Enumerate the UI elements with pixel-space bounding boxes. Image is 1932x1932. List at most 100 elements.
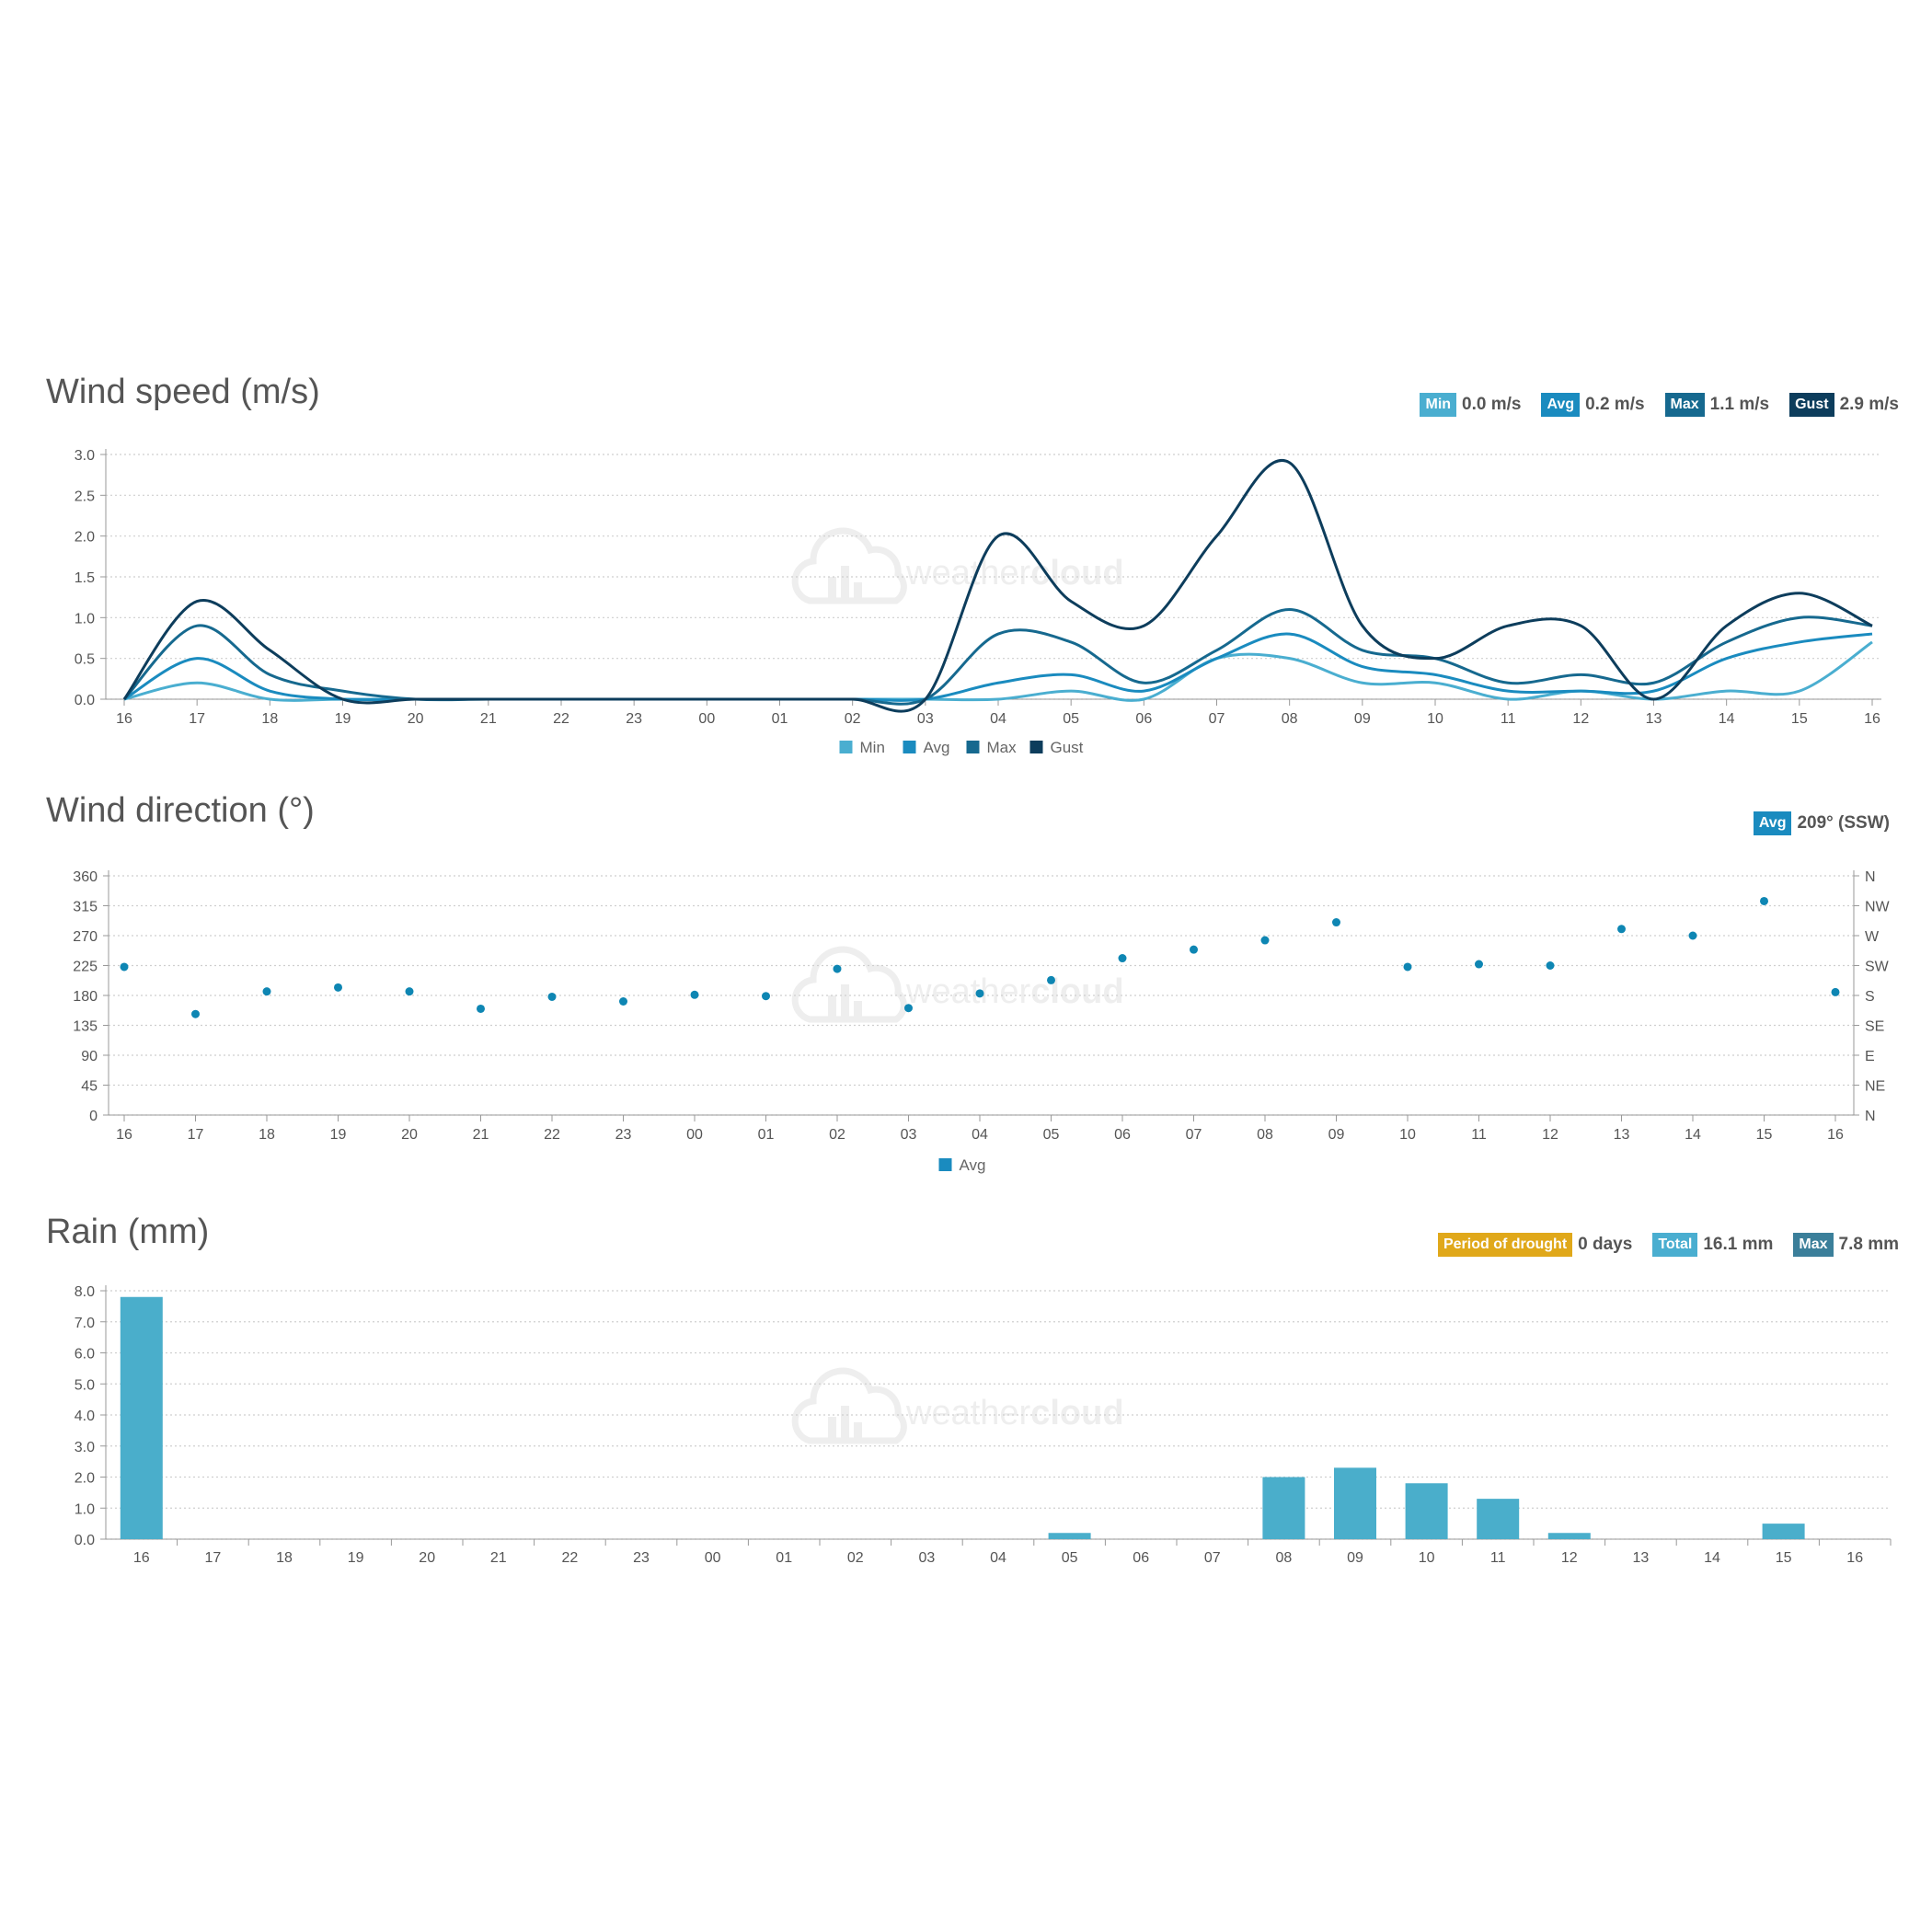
- speed-ytick-label: 1.0: [75, 611, 95, 627]
- rain-xtick-label: 03: [919, 1550, 936, 1566]
- rain-xtick-label: 23: [633, 1550, 650, 1566]
- direction-point: [1047, 975, 1055, 984]
- stat-avg: Avg 0.2 m/s: [1541, 393, 1645, 417]
- direction-point: [1546, 961, 1555, 970]
- dir-ytick-label: 135: [73, 1019, 98, 1035]
- stat-rain-max-value: 7.8 mm: [1838, 1235, 1899, 1254]
- wind-speed-stats: Min 0.0 m/s Avg 0.2 m/s Max 1.1 m/s Gust…: [1409, 393, 1899, 417]
- stat-drought-badge: Period of drought: [1437, 1233, 1573, 1257]
- series-line-gust: [122, 458, 1873, 713]
- speed-ytick-label: 0.0: [75, 693, 95, 708]
- rain-xtick-label: 05: [1062, 1550, 1078, 1566]
- direction-point: [1760, 896, 1768, 905]
- speed-ytick-label: 3.0: [75, 448, 95, 464]
- rain-xtick-label: 04: [990, 1550, 1006, 1566]
- direction-point: [334, 983, 342, 992]
- direction-point: [1403, 962, 1412, 972]
- watermark-bar: [828, 995, 836, 1019]
- speed-xtick-label: 20: [408, 711, 424, 727]
- rain-bar: [1048, 1533, 1091, 1539]
- watermark-bar: [828, 1417, 836, 1441]
- dir-xtick-label: 00: [686, 1127, 703, 1143]
- speed-xtick-label: 03: [917, 711, 934, 727]
- rain-bar: [120, 1296, 163, 1539]
- dir-xtick-label: 22: [544, 1127, 560, 1143]
- watermark-bar: [828, 577, 836, 601]
- stat-drought: Period of drought 0 days: [1437, 1233, 1632, 1257]
- dir-xtick-label: 16: [116, 1127, 132, 1143]
- stat-min: Min 0.0 m/s: [1420, 393, 1521, 417]
- watermark-bar: [841, 984, 849, 1019]
- wind-direction-stats: Avg 209° (SSW): [1742, 811, 1890, 835]
- stat-min-value: 0.0 m/s: [1462, 395, 1522, 414]
- cloud-icon: [791, 1367, 907, 1444]
- direction-point: [191, 1009, 200, 1018]
- dir-xtick-label: 07: [1186, 1127, 1202, 1143]
- wind-speed-title: Wind speed (m/s): [46, 373, 320, 411]
- dir-xtick-label: 18: [259, 1127, 275, 1143]
- series-line-avg: [123, 632, 1873, 702]
- speed-xtick-label: 12: [1572, 711, 1589, 727]
- direction-point: [477, 1004, 485, 1013]
- speed-xtick-label: 02: [845, 711, 861, 727]
- speed-xtick-label: 16: [1864, 711, 1880, 727]
- dir-xtick-label: 15: [1756, 1127, 1773, 1143]
- rain-xtick-label: 08: [1276, 1550, 1293, 1566]
- cloud-icon: [791, 527, 907, 604]
- stat-max: Max 1.1 m/s: [1664, 393, 1769, 417]
- dir-xtick-label: 11: [1471, 1127, 1487, 1143]
- speed-xtick-label: 01: [772, 711, 788, 727]
- rain-xtick-label: 16: [1846, 1550, 1863, 1566]
- dir-xtick-label: 21: [473, 1127, 489, 1143]
- stat-rain-max-badge: Max: [1793, 1233, 1834, 1257]
- rain-ytick-label: 0.0: [75, 1533, 95, 1548]
- watermark: weathercloud: [791, 1367, 1124, 1444]
- rain-xtick-label: 12: [1561, 1550, 1578, 1566]
- dir-xtick-label: 10: [1399, 1127, 1416, 1143]
- direction-point: [904, 1004, 913, 1013]
- stat-avg-badge: Avg: [1541, 393, 1581, 417]
- direction-point: [1260, 936, 1270, 945]
- speed-xtick-label: 09: [1354, 711, 1371, 727]
- speed-xtick-label: 06: [1135, 711, 1152, 727]
- wind-direction-title: Wind direction (°): [46, 791, 315, 830]
- speed-xtick-label: 04: [990, 711, 1006, 727]
- speed-legend-swatch: [1029, 741, 1043, 753]
- dir-ytick-right-label: NW: [1865, 900, 1891, 915]
- rain-panel: weathercloud 0.0 1.0 2.0 3.0 4.0 5.0 6.0 7.0 8.0 1…: [0, 1194, 1932, 1581]
- stat-gust-badge: Gust: [1789, 393, 1834, 417]
- speed-ytick-label: 2.5: [75, 489, 95, 504]
- rain-ytick-label: 6.0: [75, 1347, 95, 1363]
- speed-legend-swatch: [903, 741, 916, 753]
- stat-gust-value: 2.9 m/s: [1839, 395, 1899, 414]
- rain-bar: [1547, 1533, 1591, 1539]
- watermark-text: weathercloud: [905, 1394, 1124, 1432]
- rain-bar: [1762, 1524, 1805, 1539]
- dir-xtick-label: 01: [758, 1127, 775, 1143]
- direction-point: [1617, 925, 1626, 934]
- dir-xtick-label: 03: [901, 1127, 917, 1143]
- direction-point: [405, 987, 414, 996]
- rain-xtick-label: 16: [133, 1550, 150, 1566]
- direction-point: [1190, 945, 1198, 954]
- rain-chart: weathercloud 0.0 1.0 2.0 3.0 4.0 5.0 6.0 7.0 8.0 1…: [75, 1284, 1892, 1566]
- rain-xtick-label: 00: [705, 1550, 721, 1566]
- watermark-light: weather: [905, 1394, 1031, 1432]
- direction-point: [690, 990, 699, 999]
- watermark: weathercloud: [791, 946, 1124, 1023]
- speed-xtick-label: 11: [1501, 711, 1516, 727]
- watermark-bar: [854, 1001, 862, 1019]
- dir-xtick-label: 08: [1257, 1127, 1273, 1143]
- direction-point: [619, 997, 627, 1006]
- rain-ytick-label: 8.0: [75, 1284, 95, 1300]
- stat-min-badge: Min: [1420, 393, 1457, 417]
- rain-xtick-label: 10: [1419, 1550, 1435, 1566]
- watermark-text: weathercloud: [905, 972, 1124, 1011]
- direction-point: [975, 989, 984, 998]
- speed-xtick-label: 07: [1209, 711, 1225, 727]
- speed-xtick-label: 08: [1282, 711, 1298, 727]
- speed-xtick-label: 00: [698, 711, 715, 727]
- dir-xtick-label: 17: [188, 1127, 204, 1143]
- speed-legend-label: Max: [987, 739, 1018, 756]
- rain-xtick-label: 18: [276, 1550, 293, 1566]
